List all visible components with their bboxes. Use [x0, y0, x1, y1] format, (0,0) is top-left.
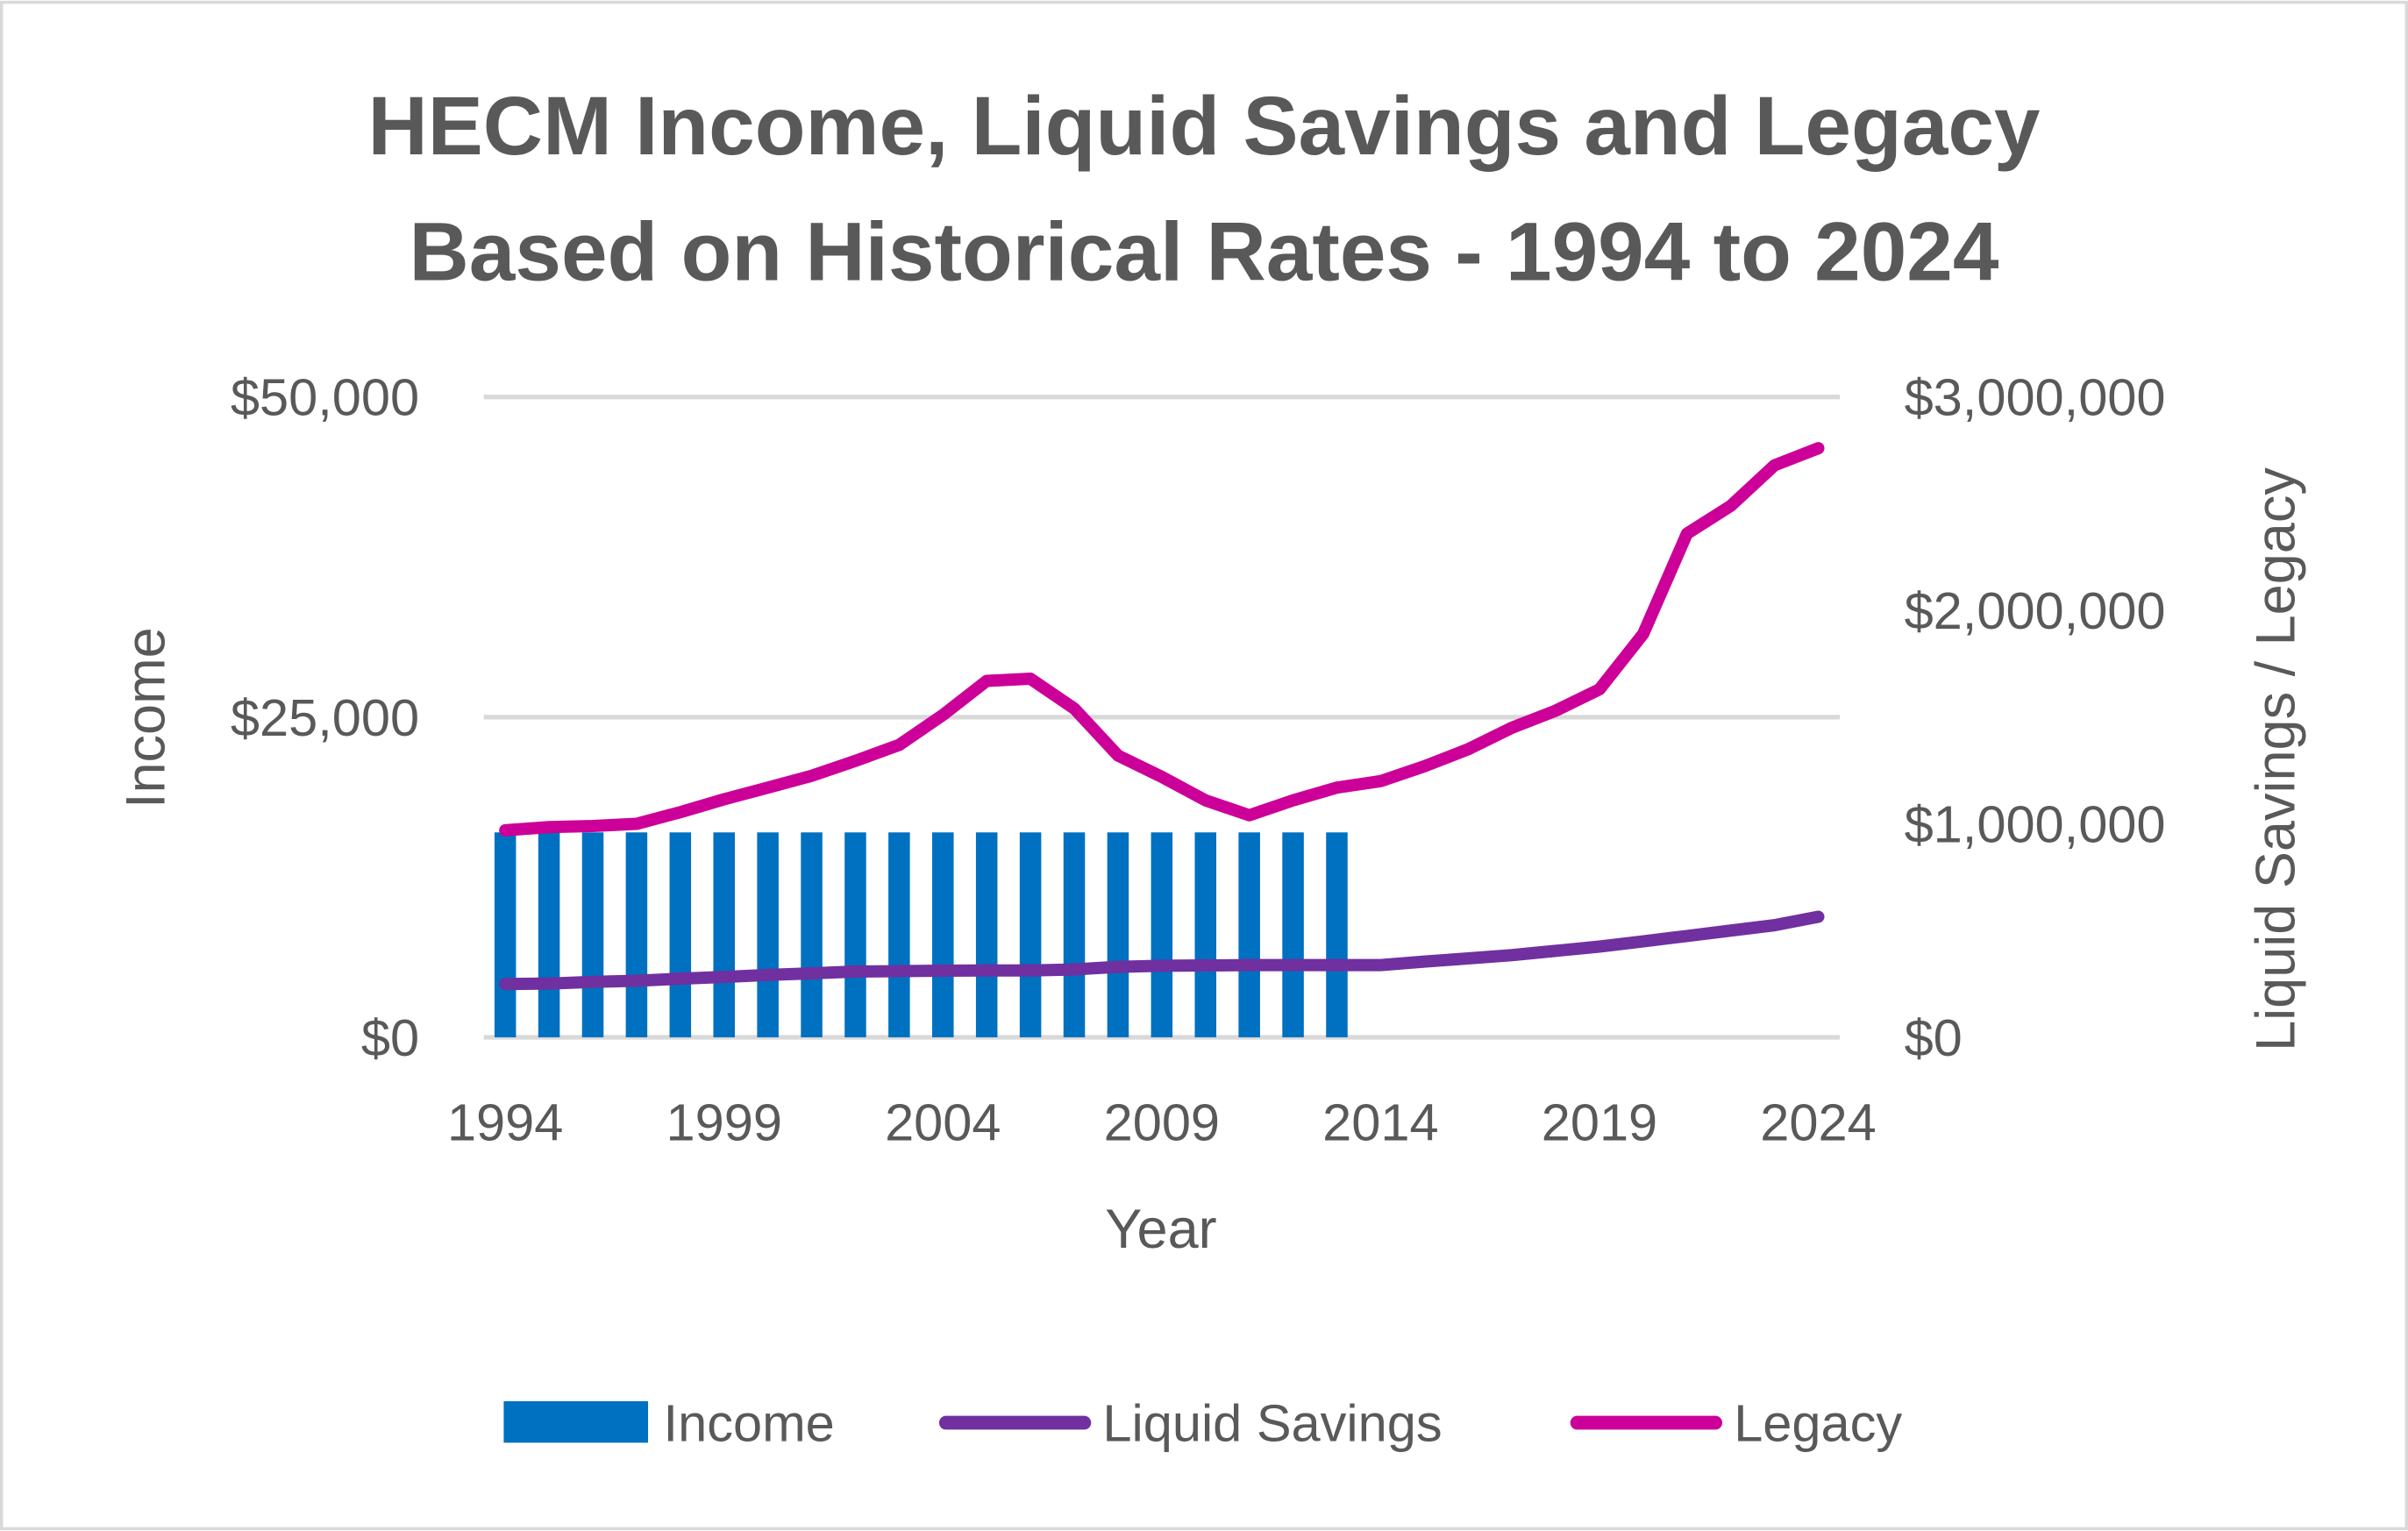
legend-swatch-income: [503, 1401, 649, 1443]
x-tick-label: 2024: [1760, 1093, 1876, 1151]
income-bar: [1326, 832, 1348, 1037]
legend-label-liquid-savings: Liquid Savings: [1102, 1394, 1442, 1453]
liquid-savings-line: [499, 910, 1825, 991]
x-axis-title: Year: [1105, 1199, 1216, 1260]
income-bar: [1282, 832, 1304, 1037]
income-bar: [494, 832, 517, 1037]
income-bar: [625, 832, 648, 1037]
income-bar: [975, 832, 998, 1037]
chart-title-line-2: Based on Historical Rates - 1994 to 2024: [410, 206, 1999, 299]
x-tick-label: 1999: [666, 1093, 782, 1151]
income-bar: [581, 832, 604, 1037]
y-axis-right-title: Liquid Savings / Legacy: [2245, 467, 2306, 1051]
y-axis-left-title: Income: [115, 627, 176, 808]
y-left-tick-label: $50,000: [231, 368, 419, 427]
income-bar: [932, 832, 954, 1037]
y-left-tick-label: $25,000: [231, 688, 419, 747]
line-series: [499, 442, 1825, 991]
legacy-line: [499, 442, 1825, 837]
y-right-tick-label: $3,000,000: [1905, 368, 2166, 427]
income-bar: [844, 832, 866, 1037]
y-right-tick-label: $2,000,000: [1905, 581, 2166, 640]
income-bar: [538, 832, 560, 1037]
x-tick-label: 2019: [1542, 1093, 1657, 1151]
legend: Income Liquid Savings Legacy: [503, 1394, 1902, 1453]
income-bar: [1019, 832, 1042, 1037]
x-tick-label: 2014: [1322, 1093, 1438, 1151]
income-bar: [757, 832, 779, 1037]
chart-title-line-1: HECM Income, Liquid Savings and Legacy: [367, 80, 2040, 173]
y-left-tick-label: $0: [361, 1008, 419, 1067]
x-tick-label: 2009: [1104, 1093, 1220, 1151]
income-bar: [1151, 832, 1173, 1037]
income-bar: [888, 832, 910, 1037]
income-bars: [494, 832, 1348, 1037]
y-right-tick-label: $0: [1905, 1008, 1963, 1067]
income-bar: [713, 832, 735, 1037]
income-bar: [1238, 832, 1260, 1037]
income-bar: [801, 832, 823, 1037]
income-bar: [1107, 832, 1129, 1037]
income-bar: [1063, 832, 1086, 1037]
legend-label-income: Income: [664, 1394, 835, 1453]
income-bar: [1194, 832, 1217, 1037]
axis-ticks: $0 $25,000 $50,000 $0 $1,000,000 $2,000,000 $3…: [231, 368, 2166, 1152]
legend-label-legacy: Legacy: [1734, 1394, 1902, 1453]
income-bar: [669, 832, 692, 1037]
x-tick-label: 2004: [885, 1093, 1001, 1151]
y-right-tick-label: $1,000,000: [1905, 795, 2166, 854]
x-tick-label: 1994: [447, 1093, 563, 1151]
